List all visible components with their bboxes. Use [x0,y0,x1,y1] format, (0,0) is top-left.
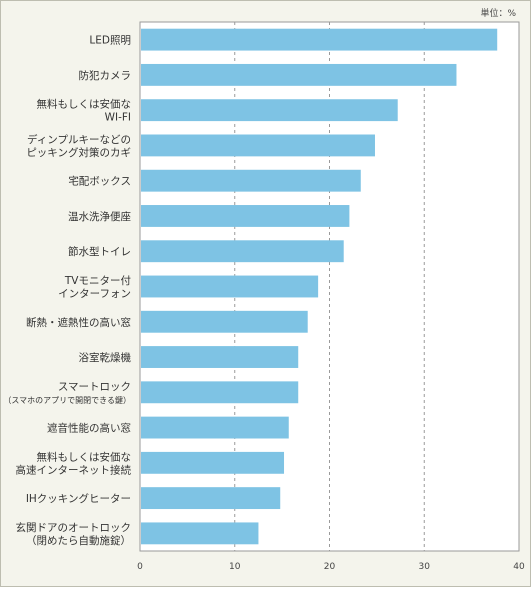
x-tick-label: 0 [137,562,143,572]
bar [141,169,361,192]
category-label: スマートロック（スマホのアプリで開閉できる鍵） [3,381,131,405]
bar [141,240,344,263]
category-label: LED照明 [89,35,131,47]
bar [141,451,285,474]
category-label: 温水洗浄便座 [68,210,131,223]
x-tick-label: 10 [229,562,241,572]
bar [141,99,398,122]
bar [141,205,350,227]
unit-label: 単位：% [480,7,516,19]
category-label: IHクッキングヒーター [26,492,131,505]
x-tick-label: 40 [513,562,525,572]
bar [141,63,457,86]
bar [141,275,319,298]
category-label: 防犯カメラ [79,69,132,82]
bar [141,522,259,545]
category-label: 無料もしくは安価な高速インターネット接続 [16,450,132,476]
category-label: TVモニター付インターフォン [58,274,131,300]
category-label: 遮音性能の高い窓 [47,422,131,435]
bar [141,487,281,510]
bar [141,310,308,333]
bar [141,416,289,439]
bar [141,28,498,51]
category-label: 宅配ボックス [68,175,131,188]
category-label: 節水型トイレ [68,245,131,258]
x-tick-labels: 0 10 20 30 40 [137,562,525,572]
bar [141,134,375,157]
category-label: ディンプルキーなどのピッキング対策のカギ [26,133,131,159]
category-label: 玄関ドアのオートロック（閉めたら自動施錠） [16,521,132,547]
x-tick-label: 30 [419,562,431,572]
category-label: 無料もしくは安価な WI-FI [37,98,132,124]
bar [141,346,299,368]
x-tick-label: 20 [324,562,336,572]
bar [141,381,299,404]
category-label: 断熱・遮熱性の高い窓 [26,316,131,329]
bars [141,28,498,545]
category-label: 浴室乾燥機 [79,351,132,364]
